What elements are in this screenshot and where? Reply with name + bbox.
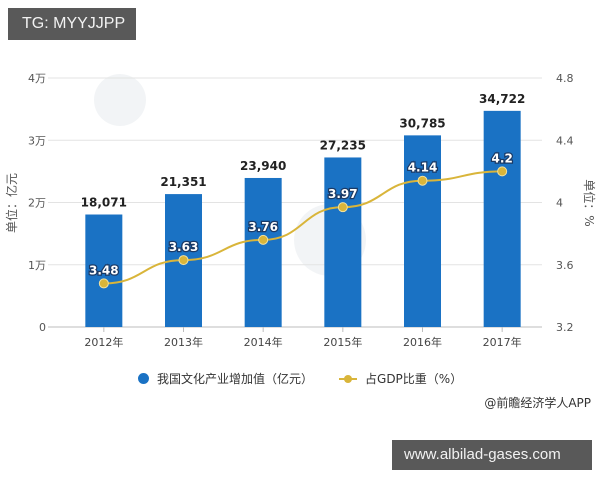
- svg-text:4.4: 4.4: [556, 134, 574, 147]
- svg-text:4.14: 4.14: [408, 161, 438, 175]
- svg-text:3.76: 3.76: [248, 220, 278, 234]
- svg-text:4万: 4万: [28, 72, 46, 85]
- top-watermark-tag: TG: MYYJJPP: [8, 8, 136, 40]
- svg-text:3.97: 3.97: [328, 187, 358, 201]
- right-axis-ticks: 3.2 3.6 4 4.4 4.8: [556, 72, 574, 334]
- svg-text:2012年: 2012年: [84, 335, 123, 349]
- gridlines: [48, 77, 542, 328]
- svg-text:2万: 2万: [28, 197, 46, 210]
- legend-item-line[interactable]: 占GDP比重（%）: [339, 370, 462, 387]
- svg-text:18,071: 18,071: [81, 196, 127, 210]
- legend-line-label: 占GDP比重（%）: [365, 372, 463, 386]
- svg-text:30,785: 30,785: [399, 116, 445, 130]
- svg-text:2015年: 2015年: [323, 335, 362, 349]
- svg-text:0: 0: [39, 321, 46, 334]
- line-series-marker-icon: [339, 374, 358, 383]
- bar-series: [85, 110, 521, 327]
- legend-bar-label: 我国文化产业增加值（亿元）: [157, 372, 314, 386]
- svg-text:4.8: 4.8: [556, 72, 574, 85]
- chart-legend: 我国文化产业增加值（亿元） 占GDP比重（%）: [138, 370, 488, 387]
- bar-series-marker-icon: [138, 373, 149, 384]
- svg-text:21,351: 21,351: [160, 175, 206, 189]
- source-credit: @前瞻经济学人APP: [484, 396, 591, 410]
- svg-text:3.6: 3.6: [556, 259, 574, 272]
- svg-text:27,235: 27,235: [320, 138, 366, 152]
- svg-text:3.48: 3.48: [89, 263, 119, 277]
- svg-text:2014年: 2014年: [244, 335, 283, 349]
- svg-text:3.63: 3.63: [169, 240, 199, 254]
- svg-text:2016年: 2016年: [403, 335, 442, 349]
- svg-text:4.2: 4.2: [492, 151, 513, 165]
- bottom-watermark-tag: www.albilad-gases.com: [392, 440, 592, 470]
- legend-item-bar[interactable]: 我国文化产业增加值（亿元）: [138, 370, 313, 387]
- bar-value-labels: 18,071 21,351 23,940 27,235 30,785 34,722: [81, 92, 526, 210]
- line-series: 3.48 3.63 3.76 3.97 4.14 4.2: [88, 150, 514, 289]
- x-axis-ticks: 2012年 2013年 2014年 2015年 2016年 2017年: [84, 327, 522, 349]
- svg-text:23,940: 23,940: [240, 159, 286, 173]
- svg-text:3.2: 3.2: [556, 321, 574, 334]
- left-axis-label: 单位：亿元: [4, 173, 19, 233]
- left-axis-ticks: 0 1万 2万 3万 4万: [28, 72, 46, 334]
- svg-text:3万: 3万: [28, 134, 46, 147]
- svg-text:2013年: 2013年: [164, 335, 203, 349]
- svg-text:4: 4: [556, 197, 563, 210]
- svg-text:2017年: 2017年: [483, 335, 522, 349]
- right-axis-label: 单位：%: [582, 179, 597, 226]
- svg-text:34,722: 34,722: [479, 92, 525, 106]
- svg-text:1万: 1万: [28, 259, 46, 272]
